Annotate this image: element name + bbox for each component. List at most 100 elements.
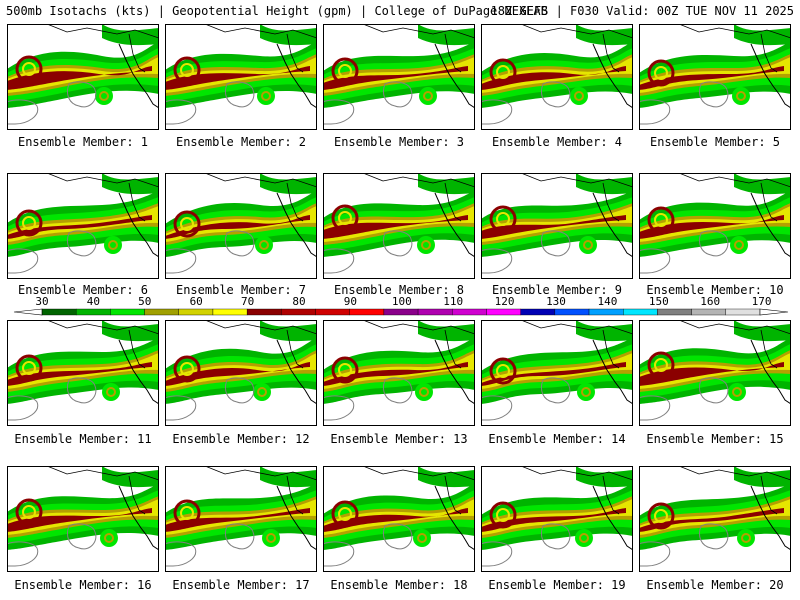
country-border	[204, 24, 317, 39]
coastline	[118, 43, 159, 109]
height-contour	[7, 99, 39, 125]
panel-frame	[323, 24, 475, 130]
jet-band	[323, 215, 468, 239]
cyclone-swirl	[489, 58, 517, 86]
cyclone-swirl	[15, 209, 43, 237]
member-caption: Ensemble Member: 16	[14, 578, 152, 592]
tropical-cyclone	[577, 383, 595, 401]
tropical-cyclone	[108, 240, 118, 250]
state-border	[444, 475, 462, 515]
panel-frame	[165, 173, 317, 279]
tropical-cyclone	[737, 529, 755, 547]
panel-frame	[323, 466, 475, 572]
state-border	[444, 33, 462, 73]
jet-band	[639, 66, 784, 90]
jet-band	[576, 320, 633, 342]
tropical-cyclone	[106, 387, 116, 397]
tropical-cyclone	[413, 529, 431, 547]
tropical-cyclone	[579, 533, 589, 543]
country-border	[520, 24, 633, 39]
tropical-cyclone	[266, 533, 276, 543]
colorbar-arrow-right	[759, 308, 789, 316]
panel-frame	[639, 173, 791, 279]
state-border	[286, 475, 304, 515]
tropical-cyclone	[417, 533, 427, 543]
jet-band	[418, 173, 475, 195]
coastline	[118, 485, 159, 551]
colorbar-tick-label: 50	[138, 295, 152, 308]
jet-band	[576, 466, 633, 488]
map-svg	[323, 24, 475, 130]
map-svg	[165, 24, 317, 130]
panel-frame	[7, 24, 159, 130]
colorbar-swatch	[452, 308, 487, 316]
height-contour	[382, 377, 413, 404]
jet-band	[165, 508, 310, 532]
height-contour	[481, 541, 513, 567]
height-contour	[698, 81, 729, 108]
cyclone-swirl	[180, 506, 194, 520]
coastline	[276, 43, 317, 109]
map-svg	[7, 466, 159, 572]
panel-frame	[639, 24, 791, 130]
coastline	[750, 339, 791, 405]
colorbar-swatch	[554, 308, 590, 316]
jet-band	[323, 508, 468, 532]
state-border	[128, 475, 146, 515]
cyclone-swirl	[180, 362, 194, 376]
tropical-cyclone	[421, 240, 431, 250]
country-border	[520, 320, 633, 335]
height-contour	[540, 523, 571, 550]
map-svg	[323, 173, 475, 279]
jet-band	[639, 215, 784, 239]
state-border	[760, 33, 778, 73]
height-contour	[165, 395, 197, 421]
height-contour	[66, 230, 97, 257]
coastline	[750, 192, 791, 258]
tropical-cyclone	[100, 529, 118, 547]
jet-band	[165, 215, 310, 239]
tropical-cyclone	[583, 240, 593, 250]
state-border	[444, 182, 462, 222]
tropical-cyclone	[102, 383, 120, 401]
map-svg	[323, 466, 475, 572]
cyclone-swirl	[331, 356, 359, 384]
colorbar-swatch	[144, 308, 179, 316]
isotach-colorbar: 30 40 50 60 70 80 90 100 110 120 130 140 150 160 170	[0, 296, 800, 320]
member-caption: Ensemble Member: 2	[175, 135, 307, 149]
colorbar-swatch	[246, 308, 282, 316]
height-contour	[66, 377, 97, 404]
ensemble-panel	[481, 24, 633, 130]
panel-frame	[481, 466, 633, 572]
jet-band	[7, 508, 152, 532]
jet-band	[576, 24, 633, 46]
colorbar-tick-label: 160	[700, 295, 721, 308]
state-border	[602, 33, 620, 73]
member-caption: Ensemble Member: 10	[646, 283, 784, 297]
map-svg	[323, 320, 475, 426]
jet-band	[7, 206, 159, 242]
panel-frame	[481, 320, 633, 426]
member-caption: Ensemble Member: 5	[649, 135, 781, 149]
jet-band	[7, 362, 152, 386]
tropical-cyclone	[257, 387, 267, 397]
height-contour	[323, 99, 355, 125]
cyclone-swirl	[173, 355, 201, 383]
ensemble-panel	[7, 173, 159, 279]
height-contour	[698, 230, 729, 257]
map-svg	[165, 466, 317, 572]
member-caption: Ensemble Member: 18	[330, 578, 468, 592]
country-border	[362, 320, 475, 335]
colorbar-tick-label: 150	[648, 295, 669, 308]
height-contour	[639, 99, 671, 125]
member-caption: Ensemble Member: 14	[488, 432, 626, 446]
state-border	[286, 33, 304, 73]
colorbar-swatch	[281, 308, 316, 316]
panel-frame	[165, 466, 317, 572]
map-svg	[165, 173, 317, 279]
panel-frame	[7, 466, 159, 572]
map-svg	[481, 24, 633, 130]
member-caption: Ensemble Member: 20	[646, 578, 784, 592]
coastline	[118, 192, 159, 258]
ensemble-panel	[165, 24, 317, 130]
